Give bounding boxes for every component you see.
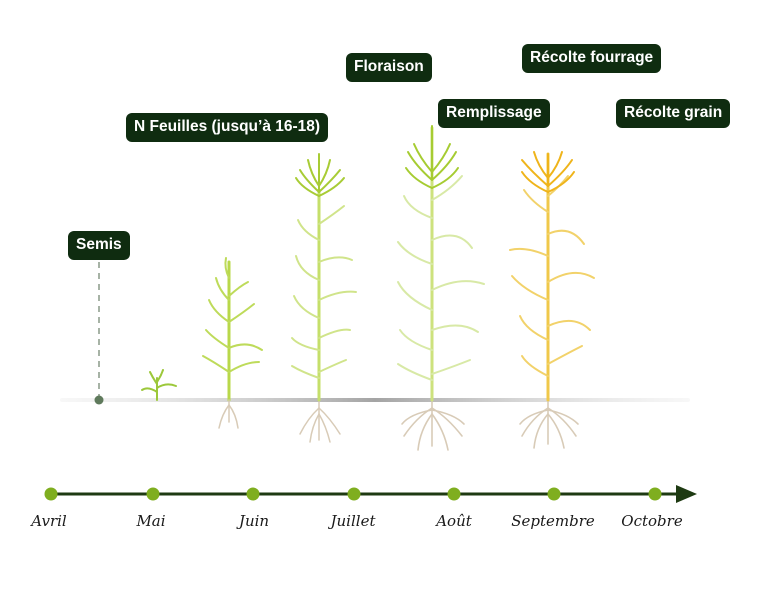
- stage-label-forage-harvest: Récolte fourrage: [522, 44, 662, 73]
- timeline-dot-mai: [146, 487, 160, 501]
- timeline-dot-avril: [44, 487, 58, 501]
- stage-label-semis: Semis: [68, 231, 130, 260]
- month-label-juin: Juin: [238, 512, 270, 530]
- plant-july: [291, 153, 357, 443]
- ground-line: [60, 398, 690, 402]
- timeline-dot-juin: [246, 487, 260, 501]
- month-label-aout: Août: [436, 512, 472, 530]
- plant-september: [509, 151, 595, 449]
- month-label-mai: Mai: [136, 512, 166, 530]
- timeline-arrowhead: [676, 485, 697, 503]
- timeline-dot-juillet: [347, 487, 361, 501]
- stage-label-grain-harvest: Récolte grain: [616, 99, 731, 128]
- plant-seedling: [141, 369, 177, 401]
- month-label-septembre: Septembre: [511, 512, 595, 530]
- month-label-avril: Avril: [31, 512, 67, 530]
- stage-label-grain-filling: Remplissage: [438, 99, 550, 128]
- semis-marker-dot: [94, 395, 104, 405]
- plant-august: [397, 125, 485, 451]
- stage-label-leaves: N Feuilles (jusqu’à 16-18): [126, 113, 329, 142]
- timeline-dot-septembre: [547, 487, 561, 501]
- timeline-dot-octobre: [648, 487, 662, 501]
- plant-june: [202, 257, 263, 429]
- stage-label-flowering: Floraison: [346, 53, 432, 82]
- month-label-juillet: Juillet: [330, 512, 376, 530]
- timeline-dot-aout: [447, 487, 461, 501]
- month-label-octobre: Octobre: [621, 512, 683, 530]
